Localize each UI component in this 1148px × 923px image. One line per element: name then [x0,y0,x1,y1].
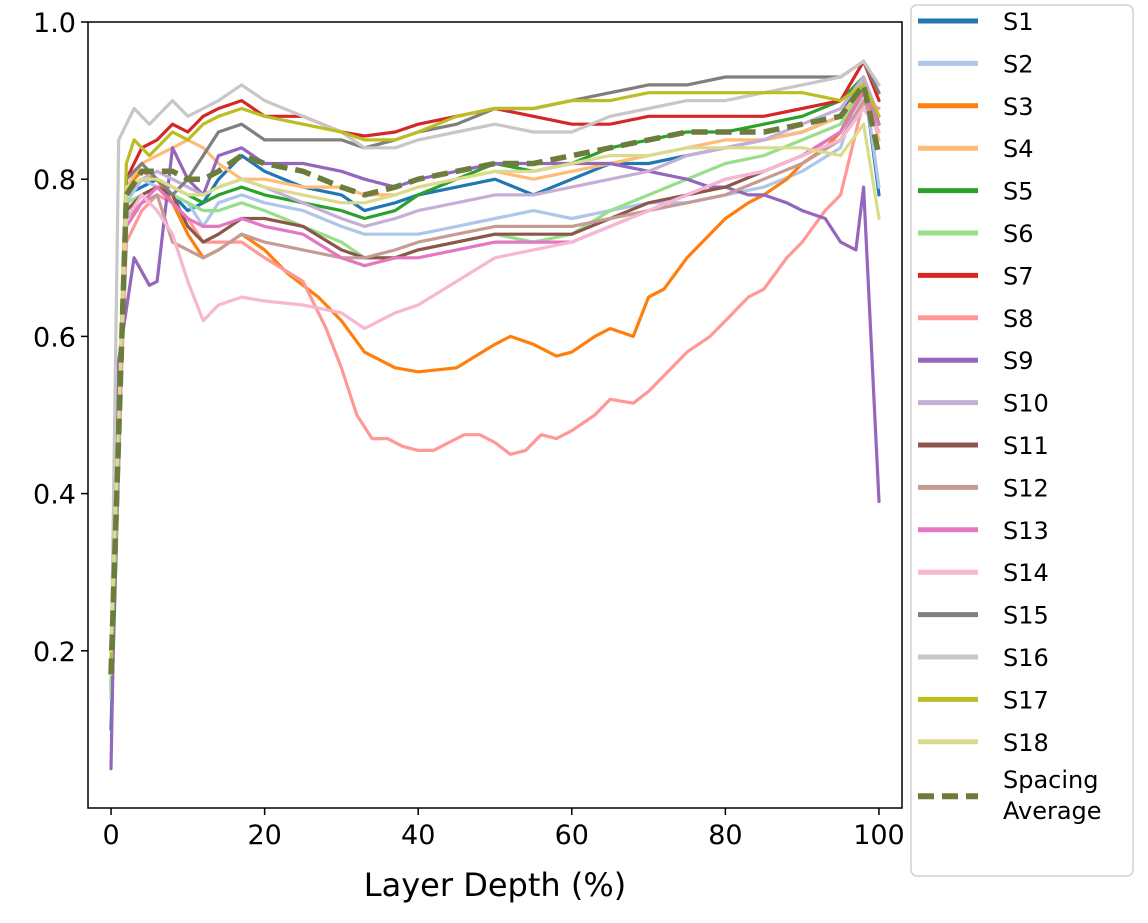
y-tick-label: 0.4 [33,480,76,511]
series-line-s14 [109,106,881,645]
x-tick-label: 40 [401,820,435,851]
x-tick-label: 80 [708,820,742,851]
x-tick-label: 0 [102,820,119,851]
series-line-s7 [109,59,881,669]
legend-entry: S7 [918,262,1034,290]
legend: S1 S2 S3 S4 S5 S6 S7 S8 S9 S10 S11 S12 S13 S14 S15 S16 S… [910,4,1134,877]
series-lines [108,59,882,771]
legend-label: S12 [1003,474,1049,502]
legend-entry: S1 [918,8,1034,36]
legend-entry: S12 [918,474,1049,502]
series-line-s10 [109,75,881,677]
axes: 0 20 40 60 80 100 0.2 0.4 0.6 0.8 1.0 [33,8,905,851]
legend-entry: S6 [918,220,1034,248]
legend-entry: S8 [918,305,1034,333]
legend-label: S14 [1003,559,1049,587]
legend-label: S10 [1003,390,1049,418]
legend-label: S8 [1003,305,1034,333]
legend-label: S17 [1003,686,1049,714]
series-line-s12 [109,98,881,677]
legend-label: S4 [1003,135,1034,163]
series-line-s8 [109,98,881,653]
y-tick-label: 1.0 [33,8,76,39]
legend-entry: S4 [918,135,1034,163]
legend-label: S13 [1003,517,1049,545]
legend-label: S15 [1003,602,1049,630]
series-line-s16 [109,59,881,677]
legend-label: S7 [1003,262,1034,290]
series-line-spacing-average [108,82,882,675]
legend-entry: S3 [918,93,1034,121]
x-tick-label: 60 [555,820,589,851]
legend-entry: S10 [918,390,1049,418]
legend-entry: S13 [918,517,1049,545]
series-line-s6 [109,83,881,700]
legend-label: S5 [1003,178,1034,206]
series-line-s17 [109,83,881,669]
legend-entry: S15 [918,602,1049,630]
legend-label: S16 [1003,644,1049,672]
legend-entry: S5 [918,178,1034,206]
legend-label: S1 [1003,8,1034,36]
legend-label: Spacing Average [1003,766,1102,825]
x-axis-title: Layer Depth (%) [364,866,626,904]
legend-entry: S9 [918,347,1034,375]
y-tick-label: 0.2 [33,637,76,668]
legend-entry: S14 [918,559,1049,587]
legend-entry: S16 [918,644,1049,672]
y-tick-label: 0.6 [33,322,76,353]
legend-label: S3 [1003,93,1034,121]
legend-entry: S18 [918,729,1049,757]
legend-entry: Spacing Average [918,766,1102,825]
plot-frame [87,21,903,809]
legend-label: S2 [1003,50,1034,78]
x-tick-label: 100 [853,820,905,851]
series-line-s1 [109,75,881,732]
legend-entry: S11 [918,432,1049,460]
legend-label: S11 [1003,432,1049,460]
y-tick-label: 0.8 [33,165,76,196]
legend-label: S9 [1003,347,1034,375]
series-line-s9 [109,146,881,771]
x-tick-label: 20 [247,820,281,851]
legend-entry: S2 [918,50,1034,78]
series-line-s18 [109,122,881,653]
legend-label: S6 [1003,220,1034,248]
legend-entry: S17 [918,686,1049,714]
legend-label: S18 [1003,729,1049,757]
